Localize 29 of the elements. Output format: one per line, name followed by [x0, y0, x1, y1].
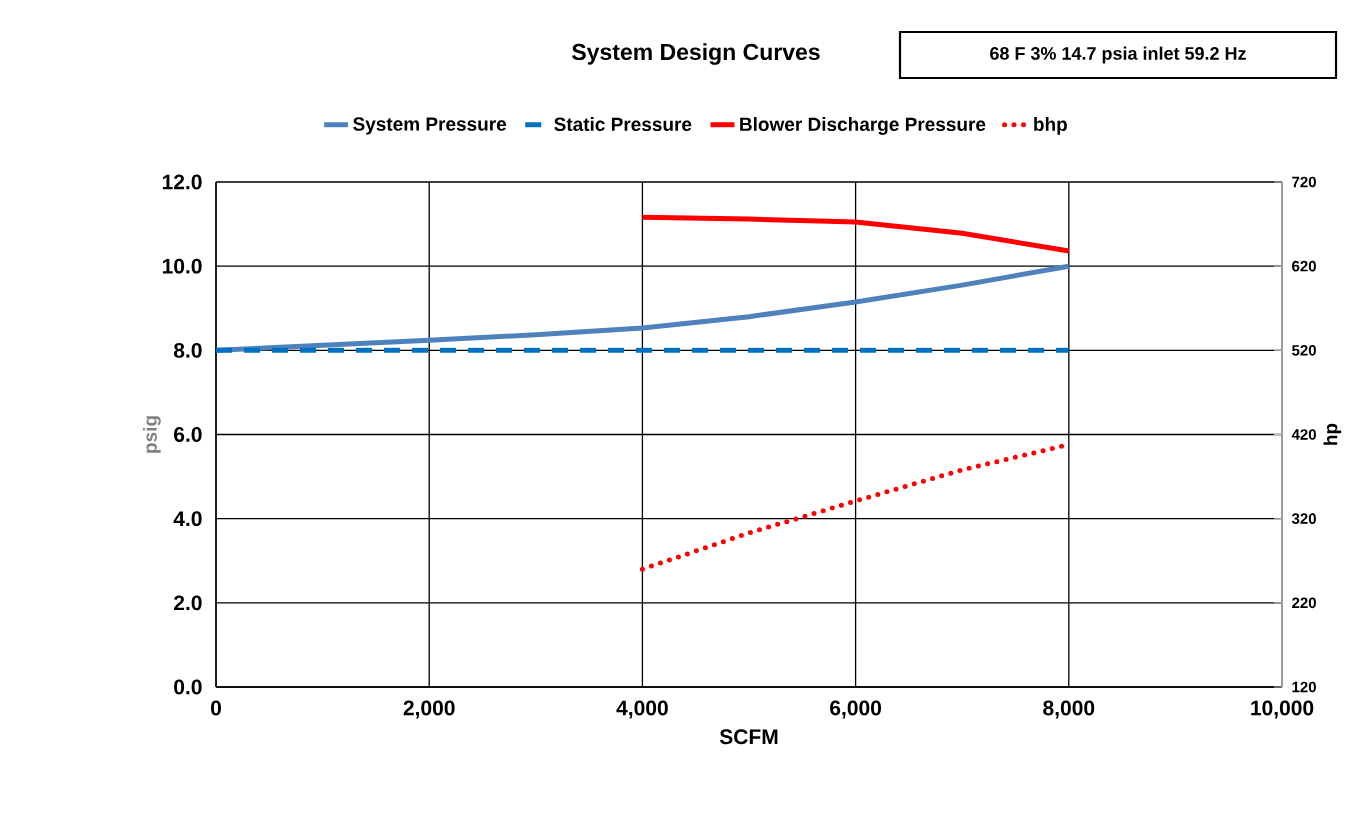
legend-label: bhp	[1034, 117, 1067, 135]
x-tick-label: 8,000	[1043, 700, 1095, 719]
y-tick-label: 6.0	[174, 427, 202, 442]
y-tick-label: 8.0	[173, 342, 202, 358]
x-tick-label: 2,000	[403, 700, 455, 719]
legend-label: System Pressure	[353, 117, 507, 135]
y-tick-label: 0.0	[174, 679, 202, 695]
y2-tick-label: 720	[1292, 176, 1316, 188]
y2-tick-label: 220	[1292, 597, 1316, 609]
chart-title: System Design Curves	[572, 43, 820, 65]
y-tick-label: 4.0	[173, 511, 202, 527]
y2-axis-title: hp	[1323, 423, 1342, 445]
x-tick-label: 0	[211, 700, 221, 716]
y-tick-label: 12.0	[162, 174, 202, 190]
y2-tick-label: 520	[1292, 345, 1316, 356]
y-tick-label: 10.0	[162, 258, 202, 274]
y-tick-label: 2.0	[174, 595, 202, 611]
y-axis-title: psig	[142, 416, 161, 453]
y2-tick-label: 420	[1291, 429, 1316, 440]
x-axis-title: SCFM	[719, 729, 778, 745]
y2-tick-label: 620	[1292, 260, 1316, 272]
x-tick-label: 4,000	[616, 700, 668, 719]
x-tick-label: 6,000	[830, 700, 882, 719]
legend-label: Static Pressure	[554, 117, 692, 132]
y2-tick-label: 120	[1292, 681, 1316, 693]
y2-tick-label: 320	[1291, 513, 1316, 524]
text: 68 F 3% 14.7 psia inlet 59.2 Hz	[990, 46, 1246, 64]
legend-label: Blower Discharge Pressure	[740, 117, 986, 135]
x-tick-label: 10,000	[1251, 700, 1314, 719]
